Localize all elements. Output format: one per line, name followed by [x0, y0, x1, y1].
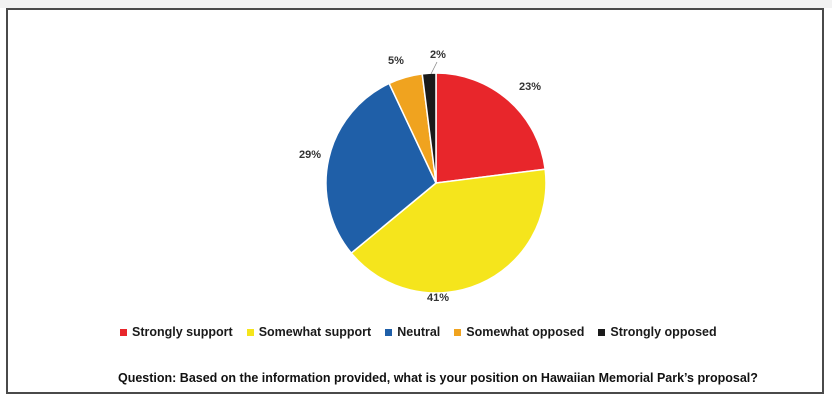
- top-strip: [0, 0, 832, 8]
- legend-item-strongly-opposed: Strongly opposed: [598, 325, 717, 339]
- legend-item-strongly-support: Strongly support: [120, 325, 233, 339]
- legend-swatch: [385, 328, 393, 336]
- pie-slice-strongly-opposed: [421, 72, 437, 184]
- legend-swatch: [454, 328, 462, 336]
- data-label-neutral: 29%: [299, 149, 321, 161]
- legend-label: Strongly opposed: [610, 325, 717, 339]
- legend: Strongly support Somewhat support Neutral S…: [120, 325, 717, 339]
- legend-label: Neutral: [397, 325, 441, 339]
- legend-label: Strongly support: [132, 325, 233, 339]
- data-label-somewhat-opposed: 5%: [388, 55, 404, 67]
- legend-swatch: [598, 328, 606, 336]
- legend-label: Somewhat support: [258, 325, 372, 339]
- leader-line: [430, 61, 438, 75]
- data-label-strongly-support: 23%: [519, 81, 541, 93]
- pie-slice-strongly-support: [435, 72, 546, 184]
- question-caption: Question: Based on the information provi…: [118, 371, 758, 385]
- legend-swatch: [246, 328, 254, 336]
- data-label-strongly-opposed: 2%: [430, 49, 446, 61]
- data-label-somewhat-support: 41%: [427, 292, 449, 304]
- legend-item-somewhat-opposed: Somewhat opposed: [454, 325, 584, 339]
- pie-slice-somewhat-support: [350, 168, 547, 294]
- legend-swatch: [120, 328, 127, 336]
- legend-item-neutral: Neutral: [385, 325, 440, 339]
- legend-item-somewhat-support: Somewhat support: [246, 325, 372, 339]
- legend-label: Somewhat opposed: [466, 325, 585, 339]
